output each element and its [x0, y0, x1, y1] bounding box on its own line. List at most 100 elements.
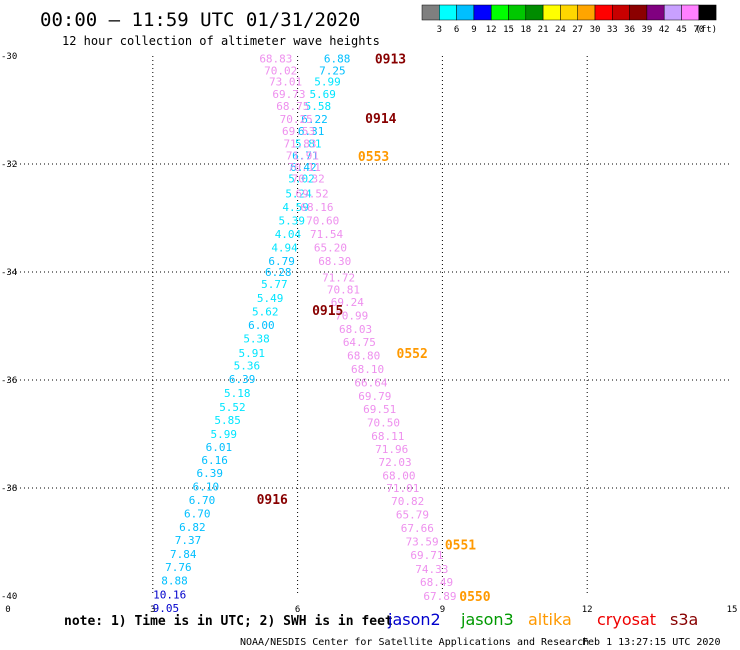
legend-cryosat: cryosat — [597, 610, 656, 629]
x-tick-label: 12 — [582, 605, 593, 615]
wave-height-value: 5.39 — [279, 215, 306, 228]
wave-height-value: 4.59 — [282, 201, 309, 214]
footer-credit: NOAA/NESDIS Center for Satellite Applica… — [240, 637, 589, 648]
y-tick-label: -40 — [1, 592, 17, 602]
colorbar-swatch — [594, 4, 613, 21]
footer-note: note: 1) Time is in UTC; 2) SWH is in fe… — [64, 614, 393, 629]
y-tick-label: -36 — [1, 376, 17, 386]
y-tick-label: -34 — [1, 268, 17, 278]
colorbar-swatch — [508, 4, 527, 21]
wave-height-value: 69.71 — [410, 549, 443, 562]
wave-height-value: 6.16 — [201, 454, 228, 467]
colorbar-swatch — [473, 4, 492, 21]
wave-height-value: 70.32 — [292, 173, 325, 186]
wave-height-value: 6.28 — [265, 266, 292, 279]
plot-grid — [8, 56, 732, 596]
colorbar-label: 12 — [486, 25, 497, 35]
wave-height-value: 5.81 — [295, 137, 322, 150]
wave-height-value: 5.85 — [214, 414, 241, 427]
wave-height-value: 69.73 — [272, 88, 305, 101]
x-tick-label: 6 — [295, 605, 300, 615]
wave-height-value: 5.77 — [261, 278, 288, 291]
wave-height-value: 4.94 — [271, 242, 298, 255]
wave-height-value: 71.96 — [375, 443, 408, 456]
colorbar-swatch — [542, 4, 561, 21]
legend-jason3: jason3 — [460, 610, 514, 629]
wave-height-value: 7.76 — [165, 561, 192, 574]
wave-height-value: 4.04 — [275, 228, 302, 241]
wave-height-value: 68.03 — [339, 323, 372, 336]
y-tick-label: -30 — [1, 52, 17, 62]
chart-subtitle: 12 hour collection of altimeter wave hei… — [62, 34, 380, 48]
wave-height-value: 70.82 — [391, 495, 424, 508]
wave-height-value: 6.70 — [184, 507, 211, 520]
wave-height-value: 7.25 — [319, 65, 346, 78]
wave-height-value: 69.51 — [363, 403, 396, 416]
colorbar-swatch — [646, 4, 665, 21]
wave-height-value: 68.11 — [371, 430, 404, 443]
wave-height-value: 69.52 — [296, 188, 329, 201]
wave-height-points: 6.887.255.995.695.586.226.315.816.716.42… — [153, 53, 457, 615]
wave-height-value: 71.91 — [286, 149, 319, 162]
wave-height-value: 6.22 — [301, 113, 328, 126]
wave-height-value: 68.16 — [300, 201, 333, 214]
colorbar-swatch — [698, 4, 717, 21]
wave-height-value: 70.81 — [327, 283, 360, 296]
colorbar-label: 70 — [693, 25, 704, 35]
wave-height-value: 68.10 — [351, 363, 384, 376]
colorbar-swatch — [560, 4, 578, 21]
wave-height-value: 66.64 — [354, 377, 387, 390]
wave-height-value: 5.62 — [252, 305, 279, 318]
wave-height-value: 68.49 — [420, 576, 453, 589]
wave-height-value: 69.79 — [358, 390, 391, 403]
y-tick-label: -38 — [1, 484, 17, 494]
wave-height-value: 6.39 — [229, 373, 256, 386]
wave-height-value: 9.05 — [153, 602, 180, 615]
colorbar-label: 21 — [538, 25, 549, 35]
wave-height-value: 5.36 — [234, 359, 261, 372]
wave-height-value: 71.83 — [283, 137, 316, 150]
colorbar-label: 9 — [471, 25, 476, 35]
wave-height-value: 73.01 — [269, 75, 302, 88]
wave-height-value: 10.16 — [153, 588, 186, 601]
colorbar-label: 6 — [454, 25, 459, 35]
orbit-label: 0552 — [397, 347, 428, 362]
colorbar-swatch — [421, 4, 440, 21]
wave-height-value: 67.89 — [423, 590, 456, 603]
colorbar-swatch — [612, 4, 630, 21]
wave-height-value: 5.69 — [309, 88, 336, 101]
colorbar-label: 42 — [659, 25, 670, 35]
wave-height-value: 5.02 — [288, 173, 315, 186]
colorbar-label: 18 — [520, 25, 531, 35]
orbit-label: 0916 — [257, 493, 288, 508]
colorbar-label: 36 — [624, 25, 635, 35]
wave-height-value: 7.84 — [170, 548, 197, 561]
colorbar-label: 45 — [676, 25, 687, 35]
colorbar-swatch — [663, 4, 682, 21]
wave-height-value: 7.37 — [175, 534, 202, 547]
wave-height-value: 64.75 — [343, 336, 376, 349]
wave-height-value: 8.88 — [161, 574, 188, 587]
chart-header: 00:00 – 11:59 UTC 01/31/2020 12 hour col… — [40, 9, 380, 48]
wave-height-value: 5.18 — [224, 387, 251, 400]
colorbar-swatch — [577, 4, 596, 21]
color-scale-bar: 3 6 9 12 15 18 21 24 27 30 33 36 39 42 45 70(ft) — [421, 4, 717, 35]
legend-jason2: jason2 — [387, 610, 441, 629]
wave-height-value: 70.25 — [280, 113, 313, 126]
wave-height-value: 70.02 — [264, 65, 297, 78]
wave-height-value: 6.82 — [179, 521, 206, 534]
orbit-label: 0551 — [445, 539, 476, 554]
y-tick-label: -32 — [1, 160, 17, 170]
colorbar-unit: (ft) — [695, 25, 717, 35]
x-tick-label: 0 — [5, 605, 10, 615]
wave-height-value: 5.49 — [257, 292, 284, 305]
wave-height-value: 73.59 — [406, 535, 439, 548]
wave-height-value: 71.54 — [310, 228, 343, 241]
wave-height-value: 6.10 — [193, 480, 220, 493]
wave-height-value: 68.80 — [347, 350, 380, 363]
colorbar-label: 3 — [437, 25, 442, 35]
wave-height-value: 5.91 — [238, 347, 265, 360]
wave-height-value: 6.01 — [206, 441, 233, 454]
wave-height-value: 70.50 — [367, 417, 400, 430]
chart-title: 00:00 – 11:59 UTC 01/31/2020 — [40, 9, 360, 31]
